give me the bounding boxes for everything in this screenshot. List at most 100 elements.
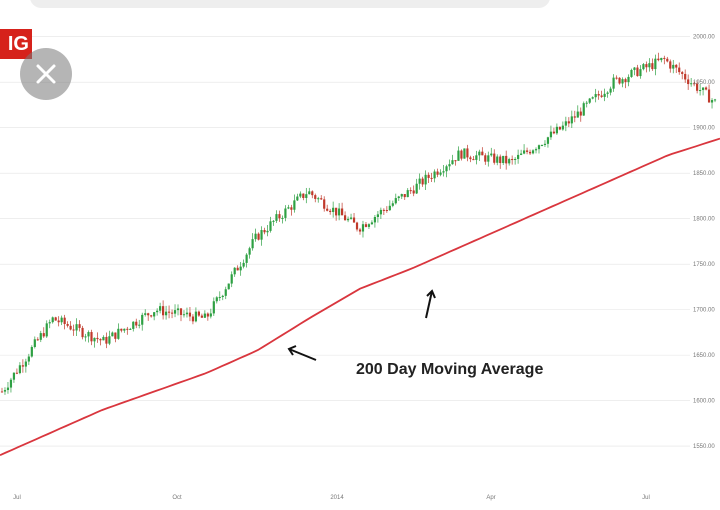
moving-average-annotation: 200 Day Moving Average bbox=[356, 361, 543, 378]
candle-body bbox=[284, 208, 287, 218]
candle-body bbox=[54, 317, 57, 321]
candle-body bbox=[66, 324, 69, 326]
candle-body bbox=[206, 313, 209, 317]
candle-body bbox=[185, 312, 189, 315]
candle-body bbox=[135, 321, 138, 326]
candle-body bbox=[696, 83, 699, 91]
candle-body bbox=[370, 222, 374, 225]
candle-body bbox=[376, 214, 379, 217]
candle-body bbox=[358, 229, 362, 232]
candle-body bbox=[27, 356, 30, 362]
candle-body bbox=[45, 323, 48, 337]
candle-body bbox=[704, 87, 708, 90]
candle-body bbox=[675, 64, 678, 68]
candle-body bbox=[329, 210, 332, 213]
candle-body bbox=[141, 314, 144, 325]
candle-body bbox=[293, 200, 296, 210]
candle-body bbox=[612, 77, 615, 89]
candle-body bbox=[209, 313, 212, 317]
candle-body bbox=[373, 216, 377, 223]
x-tick-label: Oct bbox=[172, 495, 182, 501]
candle-body bbox=[451, 160, 454, 165]
candle-body bbox=[179, 308, 183, 315]
candle-body bbox=[275, 214, 278, 221]
candle-body bbox=[364, 224, 368, 227]
candle-body bbox=[606, 92, 609, 94]
candle-body bbox=[114, 332, 117, 339]
arrow-icon bbox=[287, 345, 317, 361]
candle-body bbox=[203, 313, 206, 318]
candle-body bbox=[427, 174, 430, 178]
candle-body bbox=[576, 111, 579, 118]
candle-body bbox=[543, 143, 547, 145]
candle-body bbox=[144, 313, 147, 315]
annotation-layer: 200 Day Moving Average bbox=[287, 289, 543, 378]
candle-body bbox=[385, 210, 388, 212]
candle-body bbox=[564, 121, 567, 126]
y-tick-label: 1650.00 bbox=[693, 353, 715, 359]
candle-body bbox=[579, 111, 582, 116]
y-tick-label: 1800.00 bbox=[693, 217, 715, 223]
candle-body bbox=[355, 222, 359, 230]
y-tick-label: 2000.00 bbox=[693, 35, 715, 41]
candle-body bbox=[248, 248, 251, 255]
candle-body bbox=[30, 346, 33, 357]
candle-body bbox=[418, 178, 421, 184]
candle-body bbox=[654, 58, 657, 70]
candle-body bbox=[615, 77, 618, 79]
candle-body bbox=[254, 233, 257, 240]
candle-body bbox=[236, 267, 239, 271]
candle-body bbox=[415, 183, 418, 194]
candle-body bbox=[308, 191, 311, 195]
candle-body bbox=[522, 150, 526, 154]
y-tick-label: 1900.00 bbox=[693, 126, 715, 132]
moving-average-line bbox=[0, 137, 720, 457]
candle-body bbox=[502, 155, 505, 164]
candle-body bbox=[269, 221, 272, 231]
candle-body bbox=[409, 190, 412, 192]
candle-body bbox=[678, 67, 681, 73]
candle-body bbox=[42, 333, 45, 337]
candle-body bbox=[666, 58, 669, 62]
candle-body bbox=[525, 150, 529, 152]
candle-body bbox=[299, 193, 302, 197]
candle-body bbox=[314, 195, 317, 199]
candle-body bbox=[442, 171, 445, 173]
close-button[interactable] bbox=[20, 48, 72, 100]
candle-body bbox=[421, 178, 424, 185]
y-tick-label: 1850.00 bbox=[693, 171, 715, 177]
candle-body bbox=[713, 99, 717, 101]
candle-body bbox=[63, 317, 66, 325]
candle-body bbox=[305, 194, 308, 198]
candle-body bbox=[511, 159, 514, 161]
candle-body bbox=[239, 266, 242, 271]
candle-body bbox=[391, 203, 394, 206]
candle-body bbox=[657, 58, 660, 61]
candle-body bbox=[182, 314, 186, 316]
candle-body bbox=[60, 317, 63, 323]
candle-body bbox=[630, 69, 633, 77]
candle-body bbox=[508, 159, 511, 164]
candle-body bbox=[567, 121, 570, 124]
candle-body bbox=[669, 61, 672, 69]
candle-body bbox=[12, 372, 16, 380]
candle-body bbox=[603, 93, 606, 97]
candle-body bbox=[218, 297, 221, 299]
candle-body bbox=[490, 153, 493, 156]
candle-body bbox=[257, 233, 260, 240]
candle-body bbox=[51, 317, 54, 323]
candle-body bbox=[379, 209, 382, 215]
candle-body bbox=[597, 94, 600, 96]
candle-body bbox=[684, 73, 687, 80]
candle-body bbox=[690, 83, 693, 85]
candle-body bbox=[150, 315, 153, 317]
candle-body bbox=[361, 224, 365, 232]
candle-body bbox=[39, 333, 42, 340]
candle-body bbox=[156, 310, 159, 313]
candle-body bbox=[263, 230, 266, 233]
candle-body bbox=[296, 196, 299, 201]
candle-body bbox=[349, 217, 353, 219]
candle-body bbox=[514, 158, 517, 160]
candle-body bbox=[394, 198, 397, 204]
